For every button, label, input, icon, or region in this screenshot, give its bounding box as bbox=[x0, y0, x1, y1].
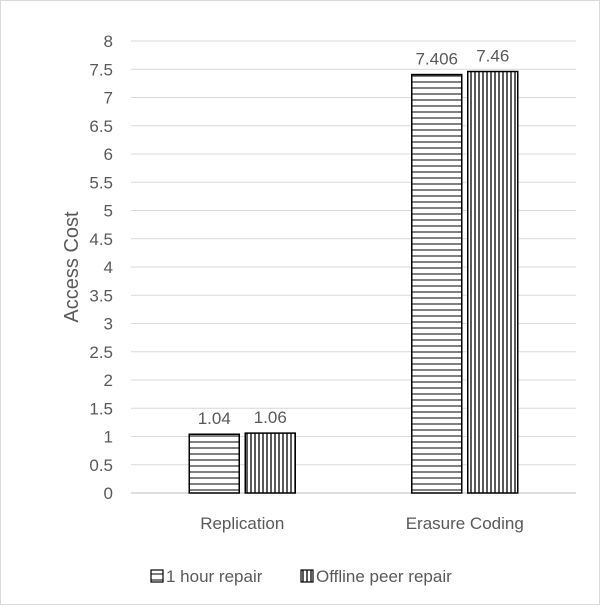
data-labels: 1.04 1.06 7.406 7.46 bbox=[198, 47, 510, 429]
bar-value-label: 7.46 bbox=[476, 47, 509, 66]
y-tick-label: 1 bbox=[104, 428, 113, 447]
y-tick-label: 2 bbox=[104, 371, 113, 390]
y-tick-label: 8 bbox=[104, 32, 113, 51]
y-tick-label: 5.5 bbox=[89, 173, 113, 192]
y-tick-label: 5 bbox=[104, 202, 113, 221]
y-tick-label: 1.5 bbox=[89, 399, 113, 418]
y-axis-ticks: 0 0.5 1 1.5 2 2.5 3 3.5 4 4.5 5 5.5 6 6.5 7 7.5 8 bbox=[89, 32, 113, 503]
bar-offline-peer-repair bbox=[467, 70, 519, 494]
x-category-label: Replication bbox=[200, 514, 284, 533]
legend-item-offline-peer-repair: Offline peer repair bbox=[300, 567, 452, 586]
bars bbox=[188, 70, 519, 494]
y-tick-label: 7 bbox=[104, 89, 113, 108]
bar-value-label: 7.406 bbox=[415, 50, 458, 69]
y-tick-label: 6 bbox=[104, 145, 113, 164]
legend: 1 hour repair Offline peer repair bbox=[150, 567, 452, 586]
bar-offline-peer-repair bbox=[244, 432, 296, 494]
y-tick-label: 4.5 bbox=[89, 230, 113, 249]
legend-label: Offline peer repair bbox=[316, 567, 452, 586]
y-tick-label: 0 bbox=[104, 484, 113, 503]
y-tick-label: 6.5 bbox=[89, 117, 113, 136]
y-tick-label: 3.5 bbox=[89, 286, 113, 305]
y-tick-label: 7.5 bbox=[89, 60, 113, 79]
y-axis-title: Access Cost bbox=[61, 211, 83, 323]
y-tick-label: 2.5 bbox=[89, 343, 113, 362]
y-tick-label: 4 bbox=[104, 258, 113, 277]
x-category-label: Erasure Coding bbox=[406, 514, 524, 533]
y-tick-label: 0.5 bbox=[89, 456, 113, 475]
x-axis-categories: Replication Erasure Coding bbox=[200, 514, 524, 533]
legend-label: 1 hour repair bbox=[166, 567, 263, 586]
legend-item-one-hour-repair: 1 hour repair bbox=[150, 567, 263, 586]
legend-swatch bbox=[150, 569, 164, 583]
legend-swatch bbox=[300, 569, 314, 583]
bar-one-hour-repair bbox=[411, 73, 463, 494]
bar-value-label: 1.06 bbox=[254, 408, 287, 427]
y-tick-label: 3 bbox=[104, 315, 113, 334]
bar-one-hour-repair bbox=[188, 433, 240, 494]
bar-value-label: 1.04 bbox=[198, 409, 231, 428]
